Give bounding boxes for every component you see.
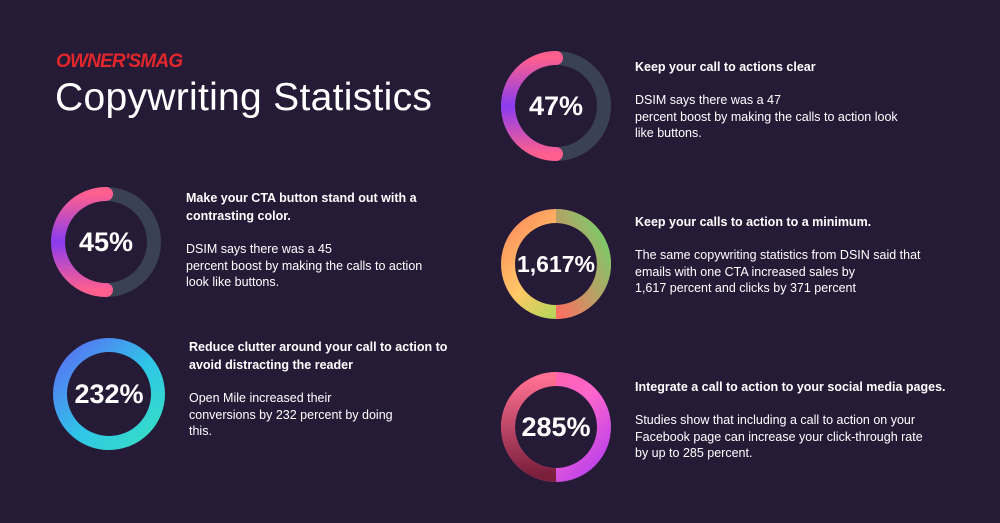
stat-body: Studies show that including a call to ac…	[635, 413, 923, 460]
ring-progress-shade	[500, 372, 557, 482]
ring-graphic	[51, 187, 161, 297]
brand-logo: OWNER'SMAG	[56, 51, 183, 72]
stat-heading: Keep your calls to action to a minimum.	[635, 215, 872, 229]
stat-body: The same copywriting statistics from DSI…	[635, 248, 921, 295]
stat-value: 1,617%	[516, 250, 595, 277]
stat-ring: 285%	[497, 368, 615, 486]
stat-body: DSIM says there was a 45 percent boost b…	[186, 242, 423, 289]
stat-ring: 232%	[49, 334, 169, 454]
stat-value: 45%	[78, 226, 134, 257]
stat-heading: Make your CTA button stand out with a co…	[186, 191, 417, 223]
ring-progress-highlight	[555, 209, 612, 319]
ring-progress	[501, 51, 563, 161]
stat-value: 232%	[74, 378, 144, 409]
stat-body: Open Mile increased their conversions by…	[189, 391, 393, 438]
stat-text: Make your CTA button stand out with a co…	[186, 189, 456, 291]
ring-graphic	[500, 372, 611, 482]
ring-graphic	[501, 209, 612, 319]
ring-graphic	[501, 51, 611, 161]
stat-text: Reduce clutter around your call to actio…	[189, 338, 459, 440]
stat-ring: 45%	[47, 183, 165, 301]
stat-heading: Keep your call to actions clear	[635, 60, 816, 74]
stat-value: 285%	[521, 411, 591, 442]
ring-progress	[51, 187, 113, 297]
page-title: Copywriting Statistics	[55, 76, 433, 119]
stat-text: Integrate a call to action to your socia…	[635, 378, 975, 462]
stat-heading: Reduce clutter around your call to actio…	[189, 340, 448, 372]
stat-body: DSIM says there was a 47 percent boost b…	[635, 93, 898, 140]
stat-ring: 47%	[497, 47, 615, 165]
stat-value: 47%	[528, 90, 584, 121]
ring-graphic	[53, 338, 165, 450]
ring-progress	[53, 338, 165, 450]
stat-heading: Integrate a call to action to your socia…	[635, 380, 946, 394]
stat-ring: 1,617%	[497, 205, 615, 323]
stat-text: Keep your calls to action to a minimum. …	[635, 213, 975, 297]
stat-text: Keep your call to actions clear DSIM say…	[635, 58, 955, 142]
